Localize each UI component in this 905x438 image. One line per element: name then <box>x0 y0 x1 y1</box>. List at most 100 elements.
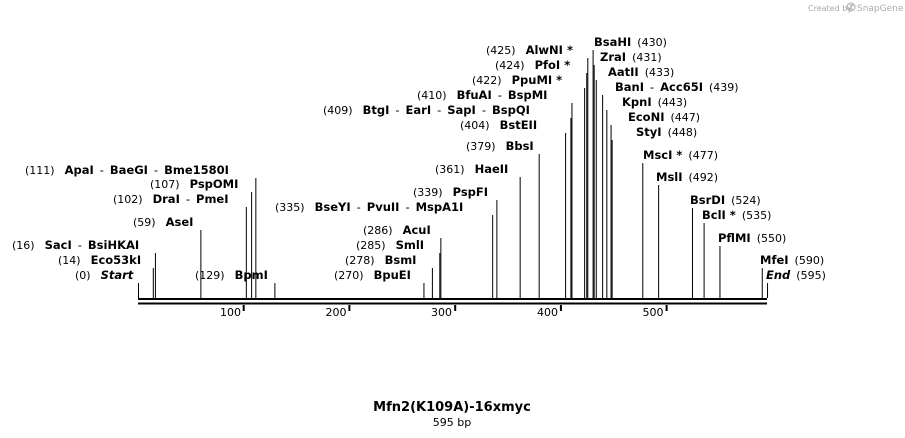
snapgene-credit: Created by SnapGene <box>808 2 904 14</box>
site-position: (379) <box>466 140 496 153</box>
site-zrai[interactable]: ZraI (431) <box>593 50 662 298</box>
site-btgi[interactable]: (409) BtgI - EarI - SapI - BspQI <box>323 103 572 298</box>
site-pspomi[interactable]: (107) PspOMI <box>150 177 253 298</box>
site-pflmi[interactable]: PflMI (550) <box>718 231 786 298</box>
site-enzyme-name: PflMI <box>718 231 751 245</box>
credit-prefix: Created by <box>808 4 852 13</box>
site-enzyme-name: ApaI <box>65 163 94 177</box>
site-enzyme-name: StyI <box>636 125 662 139</box>
site-enzyme-name: AcuI <box>403 223 431 237</box>
site-position: (433) <box>645 66 675 79</box>
site-enzyme-name: HaeII <box>475 162 509 176</box>
site-bsahi[interactable]: BsaHI (430) <box>592 35 667 298</box>
site-bpmi[interactable]: (129) BpmI <box>195 268 276 298</box>
site-start[interactable]: (0) Start <box>75 268 139 298</box>
site-ppumi[interactable]: (422) PpuMI * <box>472 73 586 298</box>
site-enzyme-name: Acc65I <box>660 80 703 94</box>
site-enzyme-name: AseI <box>166 215 194 229</box>
ruler-tick-label: 400 <box>537 306 558 319</box>
ruler-tick-label: 300 <box>431 306 452 319</box>
site-enzyme-name: BsmI <box>385 253 417 267</box>
site-enzyme-name: Bme1580I <box>164 163 229 177</box>
site-position: (111) <box>25 164 55 177</box>
site-enzyme-name: BpmI <box>235 268 268 282</box>
site-separator: - <box>395 103 399 117</box>
site-enzyme-name: PpuMI * <box>512 73 563 87</box>
site-bsmi[interactable]: (278) BsmI <box>345 253 433 298</box>
site-asei[interactable]: (59) AseI <box>133 215 202 298</box>
site-position: (448) <box>668 126 698 139</box>
site-eco53ki[interactable]: (14) Eco53kI <box>58 253 154 298</box>
site-separator: - <box>186 192 190 206</box>
restriction-sites: (0) Start(14) Eco53kI(16) SacI - BsiHKAI (59) A… <box>12 35 826 298</box>
site-separator: - <box>405 200 409 214</box>
site-alwni[interactable]: (425) AlwNI * <box>486 43 589 298</box>
site-enzyme-name: PspFI <box>453 185 488 199</box>
site-aatii[interactable]: AatII (433) <box>595 65 675 298</box>
site-position: (550) <box>757 232 787 245</box>
site-enzyme-name: BspMI <box>508 88 548 102</box>
site-enzyme-name: BaeGI <box>110 163 148 177</box>
site-msli[interactable]: MslI (492) <box>656 170 718 298</box>
site-enzyme-name: MfeI <box>760 253 789 267</box>
site-position: (286) <box>363 224 393 237</box>
site-position: (524) <box>731 194 761 207</box>
site-bpuei[interactable]: (270) BpuEI <box>334 268 425 298</box>
site-position: (102) <box>113 193 143 206</box>
site-enzyme-name: End <box>766 268 791 282</box>
site-bsteii[interactable]: (404) BstEII <box>460 118 567 298</box>
site-enzyme-name: EcoNI <box>628 110 664 124</box>
site-position: (422) <box>472 74 502 87</box>
site-pspfi[interactable]: (339) PspFI <box>413 185 498 298</box>
site-enzyme-name: PmeI <box>196 192 229 206</box>
site-enzyme-name: BseYI <box>315 200 351 214</box>
site-econi[interactable]: EcoNI (447) <box>610 110 700 298</box>
site-drai[interactable]: (102) DraI - PmeI <box>113 192 247 298</box>
site-separator: - <box>78 238 82 252</box>
sequence-backbone <box>138 298 767 305</box>
site-bcli[interactable]: BclI * (535) <box>702 208 771 298</box>
site-apai[interactable]: (111) ApaI - BaeGI - Bme1580I <box>25 163 257 298</box>
site-position: (59) <box>133 216 156 229</box>
site-enzyme-name: DraI <box>153 192 180 206</box>
site-bbsi[interactable]: (379) BbsI <box>466 139 540 298</box>
site-msci[interactable]: MscI * (477) <box>642 148 718 298</box>
site-enzyme-name: BspQI <box>492 103 530 117</box>
site-smli[interactable]: (285) SmlI <box>356 238 441 298</box>
site-mfei[interactable]: MfeI (590) <box>760 253 824 298</box>
site-position: (447) <box>670 111 700 124</box>
site-separator: - <box>437 103 441 117</box>
site-pfoi[interactable]: (424) PfoI * <box>495 58 588 298</box>
map-length: 595 bp <box>433 416 471 429</box>
site-bsrdi[interactable]: BsrDI (524) <box>690 193 761 298</box>
site-position: (425) <box>486 44 516 57</box>
site-styi[interactable]: StyI (448) <box>611 125 698 298</box>
ruler-tick-label: 500 <box>643 306 664 319</box>
ruler-tick-label: 200 <box>326 306 347 319</box>
site-enzyme-name: SapI <box>447 103 476 117</box>
site-position: (409) <box>323 104 353 117</box>
site-position: (439) <box>709 81 739 94</box>
site-position: (107) <box>150 178 180 191</box>
site-enzyme-name: BpuEI <box>374 268 411 282</box>
site-acui[interactable]: (286) AcuI <box>363 223 442 298</box>
site-bani[interactable]: BanI - Acc65I (439) <box>602 80 739 298</box>
map-title: Mfn2(K109A)-16xmyc <box>373 400 531 415</box>
site-enzyme-name: PfoI * <box>535 58 571 72</box>
credit-brand: SnapGene <box>857 4 904 14</box>
site-enzyme-name: BclI * <box>702 208 736 222</box>
site-kpni[interactable]: KpnI (443) <box>606 95 687 298</box>
site-position: (16) <box>12 239 35 252</box>
site-position: (270) <box>334 269 364 282</box>
site-enzyme-name: Start <box>101 268 134 282</box>
site-haeii[interactable]: (361) HaeII <box>435 162 521 298</box>
site-enzyme-name: MscI * <box>643 148 682 162</box>
site-enzyme-name: BbsI <box>506 139 534 153</box>
site-bfuai[interactable]: (410) BfuAI - BspMI <box>417 88 573 298</box>
site-position: (590) <box>795 254 825 267</box>
site-end[interactable]: End (595) <box>766 268 826 298</box>
site-bseyi[interactable]: (335) BseYI - PvuII - MspA1I <box>275 200 494 298</box>
site-saci[interactable]: (16) SacI - BsiHKAI <box>12 238 156 298</box>
site-enzyme-name: BstEII <box>500 118 538 132</box>
